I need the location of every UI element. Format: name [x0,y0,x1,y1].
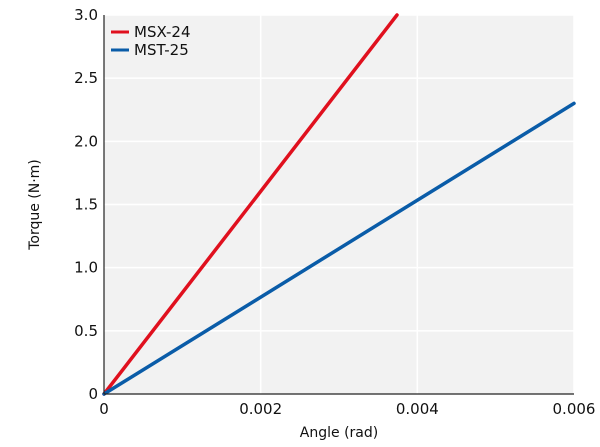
legend-entry-label: MST-25 [134,41,189,59]
x-tick-labels: 0 0.002 0.004 0.006 [99,400,595,418]
x-tick-label: 0.006 [553,400,596,418]
x-tick-label: 0 [99,400,109,418]
y-tick-label: 0.5 [74,322,98,340]
y-tick-label: 1.0 [74,259,98,277]
y-tick-labels: 0 0.5 1.0 1.5 2.0 2.5 3.0 [74,6,98,403]
series-lines [102,13,576,396]
y-axis-title: Torque (N·m) [27,159,43,251]
series-line-msx-24 [102,13,399,396]
x-tick-label: 0.004 [396,400,439,418]
grid-lines [104,14,575,394]
y-tick-label: 3.0 [74,6,98,24]
y-tick-label: 2.5 [74,69,98,87]
series-line-mst-25 [102,101,576,396]
legend-entry-label: MSX-24 [134,23,191,41]
y-tick-label: 0 [88,385,98,403]
x-axis-title: Angle (rad) [300,425,378,441]
x-tick-label: 0.002 [239,400,282,418]
y-tick-label: 1.5 [74,196,98,214]
y-tick-label: 2.0 [74,132,98,150]
axes [103,15,574,395]
